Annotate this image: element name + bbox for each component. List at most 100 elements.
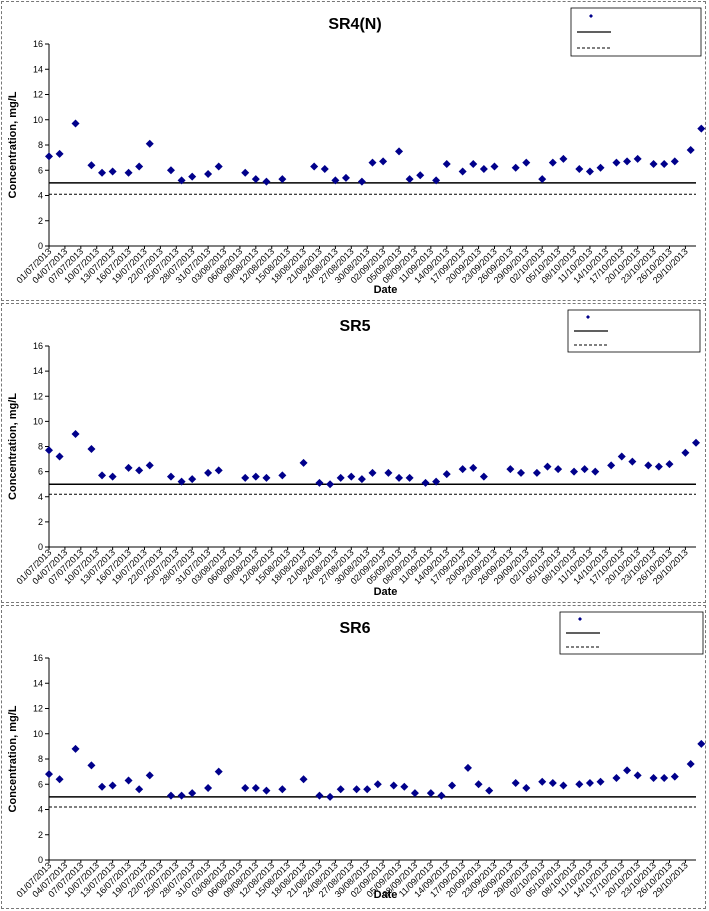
data-point	[607, 461, 616, 470]
data-point	[188, 789, 197, 798]
legend-marker-series	[589, 14, 593, 18]
data-point	[310, 162, 319, 171]
data-point	[379, 157, 388, 166]
data-point	[108, 781, 117, 790]
data-point	[214, 767, 223, 776]
data-point	[395, 473, 404, 482]
data-point	[87, 161, 96, 170]
data-point	[421, 478, 430, 487]
data-point	[479, 164, 488, 173]
data-point	[665, 460, 674, 469]
y-tick-label: 2	[38, 517, 43, 527]
data-point	[432, 176, 441, 185]
chart-panel-sr5: SR5 0 2 4 6 8 10 12 14 16 Concentration, mg/L 01/07…	[1, 303, 706, 603]
data-point	[670, 157, 679, 166]
data-point	[87, 445, 96, 454]
data-point	[214, 162, 223, 171]
data-point	[474, 780, 483, 789]
y-tick-label: 4	[38, 805, 43, 815]
data-point	[188, 475, 197, 484]
data-point	[55, 775, 64, 784]
data-point	[532, 468, 541, 477]
y-axis-title: Concentration, mg/L	[7, 705, 19, 812]
y-tick-label: 10	[33, 416, 43, 426]
data-point	[559, 781, 568, 790]
data-point	[135, 162, 144, 171]
data-point	[177, 791, 186, 800]
data-point	[251, 472, 260, 481]
data-point	[649, 159, 658, 168]
data-point	[596, 777, 605, 786]
data-point	[108, 167, 117, 176]
data-point	[135, 466, 144, 475]
y-tick-label: 6	[38, 165, 43, 175]
data-point	[45, 770, 53, 779]
y-tick-label: 12	[33, 90, 43, 100]
data-point	[108, 472, 117, 481]
data-point	[357, 475, 366, 484]
data-point	[326, 792, 335, 801]
data-point	[623, 766, 632, 775]
data-point	[241, 168, 250, 177]
data-point	[654, 462, 663, 471]
data-point	[410, 789, 419, 798]
chart-title: SR6	[339, 620, 370, 637]
data-point	[437, 791, 446, 800]
data-point	[548, 778, 557, 787]
y-tick-label: 12	[33, 704, 43, 714]
data-point	[188, 172, 197, 181]
data-point	[612, 773, 621, 782]
data-point	[368, 158, 377, 167]
data-point	[623, 157, 632, 166]
y-tick-label: 14	[33, 366, 43, 376]
data-point	[628, 457, 637, 466]
data-point	[98, 168, 107, 177]
data-point	[278, 471, 287, 480]
data-point	[559, 154, 568, 163]
y-tick-label: 0	[38, 241, 43, 251]
data-point	[633, 154, 642, 163]
data-point	[204, 784, 213, 793]
data-point	[45, 446, 53, 455]
data-point	[45, 152, 53, 161]
y-axis-title: Concentration, mg/L	[7, 393, 19, 500]
data-point	[241, 473, 250, 482]
data-point	[469, 159, 478, 168]
chart-title: SR5	[339, 318, 370, 335]
y-tick-label: 6	[38, 779, 43, 789]
data-point	[686, 760, 695, 769]
y-tick-label: 2	[38, 830, 43, 840]
y-tick-label: 16	[33, 653, 43, 663]
data-point	[71, 744, 80, 753]
data-point	[145, 771, 154, 780]
data-point	[124, 463, 133, 472]
y-tick-label: 14	[33, 64, 43, 74]
data-point	[458, 465, 467, 474]
data-point	[516, 468, 525, 477]
chart-panel-sr6: SR6 0 2 4 6 8 10 12 14 16 Concentration, mg/L 01/07…	[1, 605, 706, 909]
data-point	[384, 468, 393, 477]
y-tick-label: 4	[38, 191, 43, 201]
data-point	[692, 438, 700, 447]
data-point	[326, 480, 335, 489]
y-tick-label: 6	[38, 467, 43, 477]
data-point	[352, 785, 361, 794]
data-point	[633, 771, 642, 780]
data-point	[463, 763, 472, 772]
data-point	[400, 782, 409, 791]
data-point	[485, 786, 494, 795]
data-point	[389, 781, 398, 790]
data-point	[368, 468, 377, 477]
data-point	[660, 159, 669, 168]
y-tick-label: 8	[38, 140, 43, 150]
data-point	[596, 163, 605, 172]
data-point	[670, 772, 679, 781]
data-point	[262, 786, 271, 795]
data-point	[166, 791, 175, 800]
data-point	[262, 177, 271, 186]
chart-title: SR4(N)	[328, 16, 381, 33]
data-point	[522, 784, 531, 793]
data-point	[98, 782, 107, 791]
data-point	[575, 164, 584, 173]
